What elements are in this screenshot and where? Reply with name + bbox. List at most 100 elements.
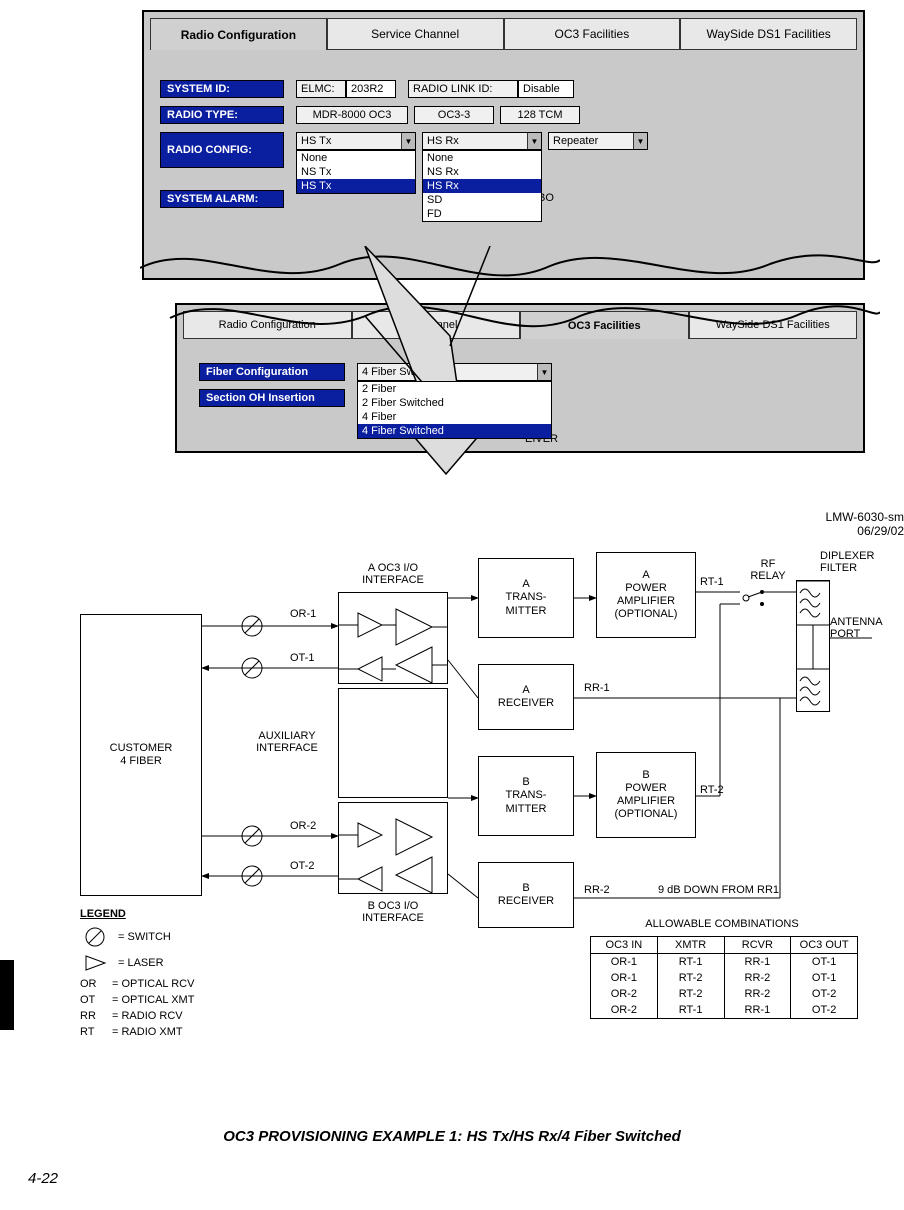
- table-row: OR-2 RT-1 RR-1 OT-2: [591, 1002, 857, 1018]
- radio-link-id-value[interactable]: Disable: [518, 80, 574, 98]
- cell: OT-1: [791, 970, 857, 986]
- rt2-label: RT-2: [700, 784, 724, 796]
- page: Radio Configuration Service Channel OC3 …: [0, 0, 904, 1210]
- fiber-opt-2fiber-sw[interactable]: 2 Fiber Switched: [358, 396, 551, 410]
- block-diagram: CUSTOMER 4 FIBER AUXILIARY INTERFACE A O…: [80, 548, 880, 1068]
- combinations-title: ALLOWABLE COMBINATIONS: [612, 918, 832, 930]
- rx-option-nsrx[interactable]: NS Rx: [423, 165, 541, 179]
- or1-label: OR-1: [290, 608, 316, 620]
- cell: OR-1: [591, 954, 658, 970]
- reference-block: LMW-6030-sm 06/29/02: [826, 510, 904, 538]
- section-oh-label: Section OH Insertion: [199, 389, 345, 407]
- radio-config-window: Radio Configuration Service Channel OC3 …: [142, 10, 865, 280]
- cell: RR-2: [725, 970, 792, 986]
- elmc-value[interactable]: 203R2: [346, 80, 396, 98]
- rr1-label: RR-1: [584, 682, 610, 694]
- cell: RR-2: [725, 986, 792, 1002]
- table-row: OR-2 RT-2 RR-2 OT-2: [591, 986, 857, 1002]
- fiber-opt-2fiber[interactable]: 2 Fiber: [358, 382, 551, 396]
- rt1-label: RT-1: [700, 576, 724, 588]
- radio-config-tx-dropdown[interactable]: HS Tx ▼: [296, 132, 416, 150]
- tab-wayside-ds1[interactable]: WaySide DS1 Facilities: [680, 18, 857, 50]
- legend-title: LEGEND: [80, 908, 194, 920]
- laser-symbol-icon: [80, 952, 112, 974]
- cell: RT-2: [658, 986, 725, 1002]
- legend-laser-text: = LASER: [118, 957, 164, 969]
- legend-rr-text: = RADIO RCV: [112, 1010, 183, 1022]
- radio-config-rx-options[interactable]: None NS Rx HS Rx SD FD: [422, 150, 542, 222]
- chevron-down-icon: ▼: [401, 133, 415, 149]
- tab2-radio-config[interactable]: Radio Configuration: [183, 311, 352, 339]
- cell: RR-1: [725, 1002, 792, 1018]
- reference-date: 06/29/02: [826, 524, 904, 538]
- tab-oc3-facilities[interactable]: OC3 Facilities: [504, 18, 681, 50]
- cell: RR-1: [725, 954, 792, 970]
- legend-abbr-or: OR: [80, 978, 112, 990]
- tx-option-hstx[interactable]: HS Tx: [297, 179, 415, 193]
- ot2-label: OT-2: [290, 860, 314, 872]
- system-id-label: SYSTEM ID:: [160, 80, 284, 98]
- fiber-opt-4fiber-sw[interactable]: 4 Fiber Switched: [358, 424, 551, 438]
- chevron-down-icon: ▼: [527, 133, 541, 149]
- legend-block: LEGEND = SWITCH = LASER OR= OPTICAL RCV …: [80, 908, 194, 1042]
- win2-tabs: Radio Configuration S hannel OC3 Facilit…: [183, 311, 857, 339]
- legend-abbr-rt: RT: [80, 1026, 112, 1038]
- fiber-config-label: Fiber Configuration: [199, 363, 345, 381]
- page-edge-bar: [0, 960, 14, 1030]
- tx-option-nstx[interactable]: NS Tx: [297, 165, 415, 179]
- fiber-config-options[interactable]: 2 Fiber 2 Fiber Switched 4 Fiber 4 Fiber…: [357, 381, 552, 439]
- cell: OR-2: [591, 1002, 658, 1018]
- rx-option-none[interactable]: None: [423, 151, 541, 165]
- chevron-down-icon: ▼: [537, 364, 551, 380]
- cell: OT-2: [791, 986, 857, 1002]
- fiber-opt-4fiber[interactable]: 4 Fiber: [358, 410, 551, 424]
- legend-switch-text: = SWITCH: [118, 931, 171, 943]
- tab-radio-config[interactable]: Radio Configuration: [150, 18, 327, 50]
- th-rcvr: RCVR: [725, 937, 792, 953]
- fiber-config-selected: 4 Fiber Switched: [362, 366, 444, 378]
- chevron-down-icon: ▼: [633, 133, 647, 149]
- tab-service-channel[interactable]: Service Channel: [327, 18, 504, 50]
- cell: RT-1: [658, 1002, 725, 1018]
- th-oc3out: OC3 OUT: [791, 937, 857, 953]
- th-oc3in: OC3 IN: [591, 937, 658, 953]
- legend-or-text: = OPTICAL RCV: [112, 978, 194, 990]
- ot1-label: OT-1: [290, 652, 314, 664]
- page-number: 4-22: [28, 1170, 58, 1187]
- combinations-table: OC3 IN XMTR RCVR OC3 OUT OR-1 RT-1 RR-1 …: [590, 936, 858, 1019]
- elmc-label: ELMC:: [296, 80, 346, 98]
- rx-option-fd[interactable]: FD: [423, 207, 541, 221]
- table-header-row: OC3 IN XMTR RCVR OC3 OUT: [591, 937, 857, 954]
- figure-caption: OC3 PROVISIONING EXAMPLE 1: HS Tx/HS Rx/…: [0, 1128, 904, 1145]
- note-9db-label: 9 dB DOWN FROM RR1: [658, 884, 818, 896]
- cell: RT-1: [658, 954, 725, 970]
- tab2-wayside-ds1[interactable]: WaySide DS1 Facilities: [689, 311, 858, 339]
- system-alarm-label: SYSTEM ALARM:: [160, 190, 284, 208]
- cell: OR-2: [591, 986, 658, 1002]
- cell: OR-1: [591, 970, 658, 986]
- radio-config-repeater-dropdown[interactable]: Repeater ▼: [548, 132, 648, 150]
- legend-abbr-rr: RR: [80, 1010, 112, 1022]
- table-row: OR-1 RT-1 RR-1 OT-1: [591, 954, 857, 970]
- tx-option-none[interactable]: None: [297, 151, 415, 165]
- radio-config-rx-dropdown[interactable]: HS Rx ▼: [422, 132, 542, 150]
- cell: OT-1: [791, 954, 857, 970]
- tab2-service-channel[interactable]: S hannel: [352, 311, 521, 339]
- radio-config-label: RADIO CONFIG:: [160, 132, 284, 168]
- radio-type-v2: OC3-3: [414, 106, 494, 124]
- tab2-oc3-facilities[interactable]: OC3 Facilities: [520, 311, 689, 339]
- rr2-label: RR-2: [584, 884, 610, 896]
- or2-label: OR-2: [290, 820, 316, 832]
- fiber-config-dropdown[interactable]: 4 Fiber Switched ▼: [357, 363, 552, 381]
- rx-option-hsrx[interactable]: HS Rx: [423, 179, 541, 193]
- radio-type-label: RADIO TYPE:: [160, 106, 284, 124]
- radio-type-v3: 128 TCM: [500, 106, 580, 124]
- radio-config-tx-options[interactable]: None NS Tx HS Tx: [296, 150, 416, 194]
- table-row: OR-1 RT-2 RR-2 OT-1: [591, 970, 857, 986]
- th-xmtr: XMTR: [658, 937, 725, 953]
- rx-option-sd[interactable]: SD: [423, 193, 541, 207]
- radio-config-tx-selected: HS Tx: [301, 135, 331, 147]
- legend-abbr-ot: OT: [80, 994, 112, 1006]
- radio-config-repeater-value: Repeater: [553, 135, 598, 147]
- cell: OT-2: [791, 1002, 857, 1018]
